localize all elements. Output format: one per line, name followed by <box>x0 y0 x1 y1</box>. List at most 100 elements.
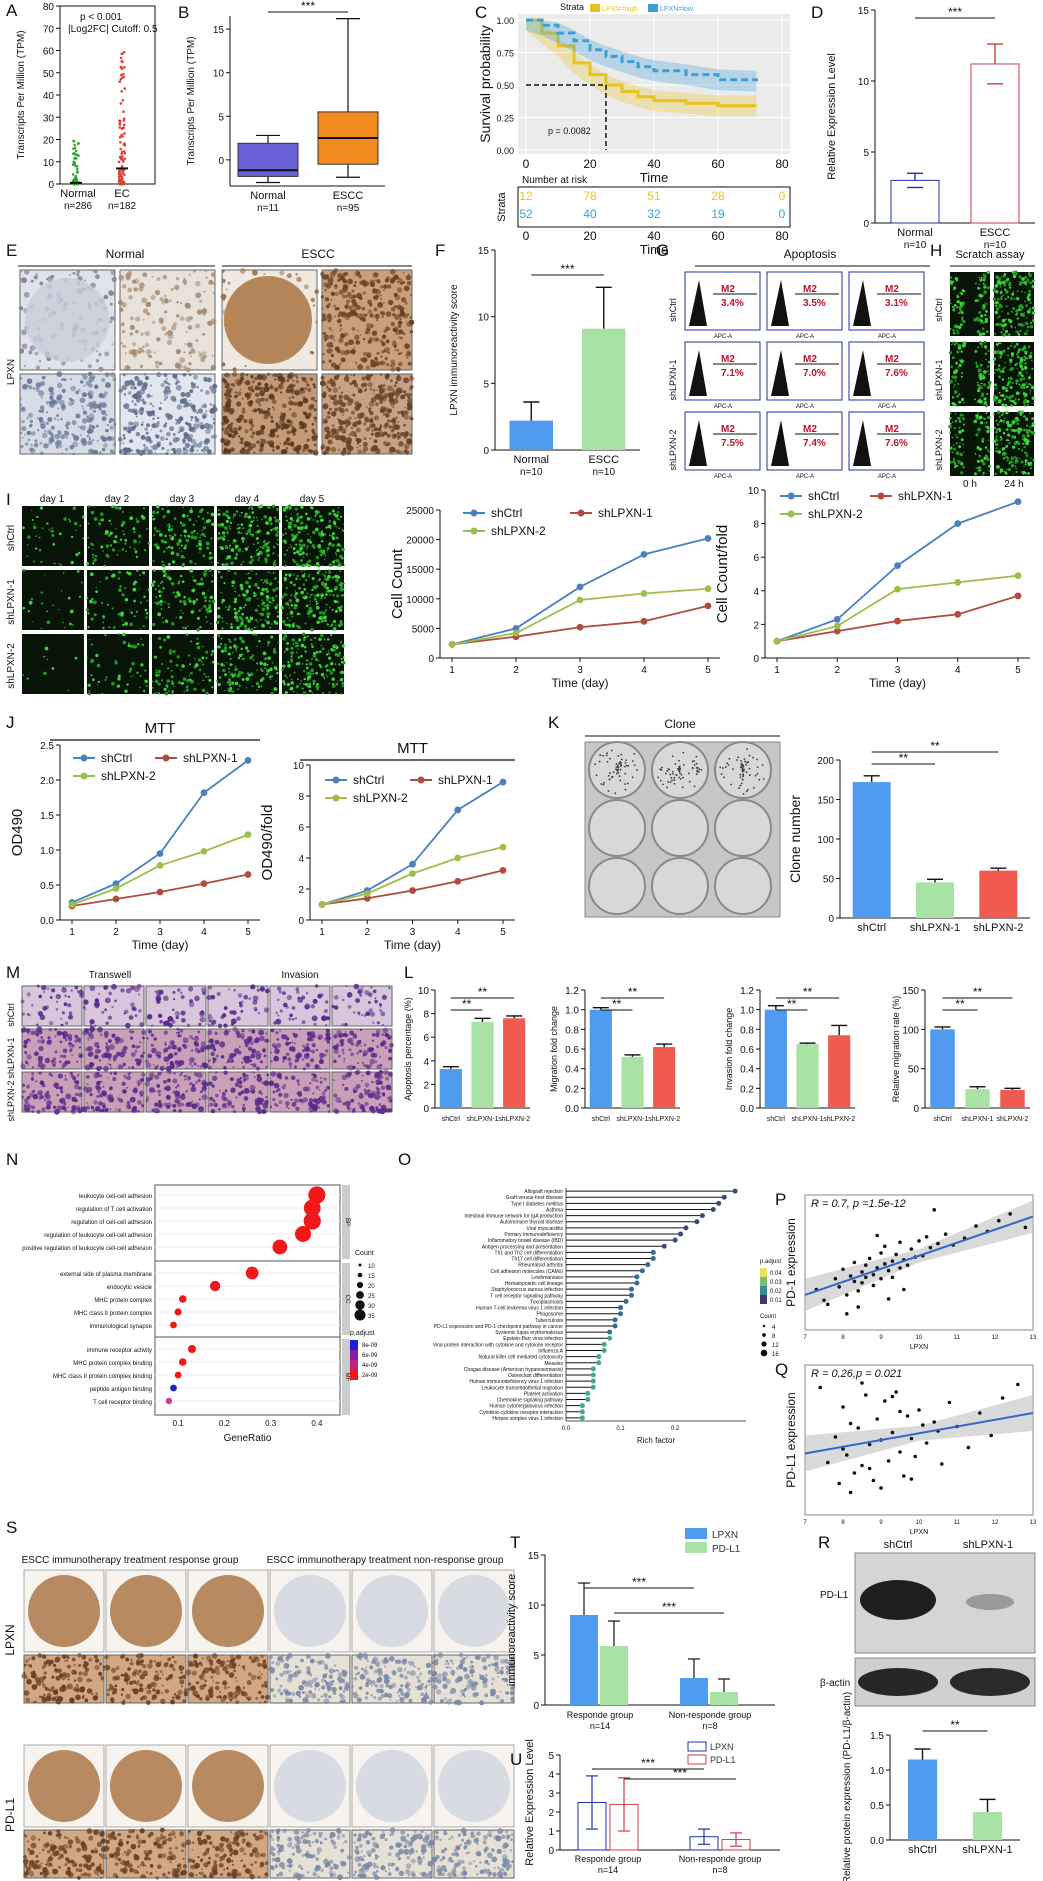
fluorescent-cell <box>237 688 240 691</box>
fluorescent-cell <box>211 599 216 604</box>
fluorescent-cell <box>325 571 327 573</box>
fluorescent-cell <box>323 574 327 578</box>
cell-nucleus <box>193 270 196 273</box>
fluorescent-cell <box>333 627 337 631</box>
fluorescent-cell <box>183 556 185 559</box>
fluorescent-cell <box>295 598 300 603</box>
cell-nucleus <box>142 345 145 348</box>
fluorescent-cell <box>305 563 307 565</box>
fluorescent-cell <box>188 675 190 677</box>
cell-nucleus <box>293 401 298 406</box>
fluorescent-cell <box>171 525 173 527</box>
fluorescent-cell <box>1008 442 1011 444</box>
data-point <box>512 629 520 637</box>
cell-nucleus <box>363 422 367 426</box>
fluorescent-cell <box>256 524 259 527</box>
fluorescent-cell <box>1024 321 1027 324</box>
fluorescent-cell <box>51 667 55 670</box>
cell-nucleus <box>121 329 126 334</box>
cell-nucleus <box>159 297 164 302</box>
fluorescent-cell <box>311 588 314 592</box>
cell-nucleus <box>121 284 127 289</box>
fluorescent-cell <box>204 535 206 538</box>
fluorescent-cell <box>1005 389 1008 392</box>
clone-colony <box>691 766 694 769</box>
fluorescent-cell <box>987 370 990 373</box>
row-label: shLPXN-1 <box>668 359 678 400</box>
cell-nucleus <box>367 309 373 315</box>
fluorescent-cell <box>324 555 327 557</box>
cell-nucleus <box>350 410 355 415</box>
cell-nucleus <box>386 385 393 392</box>
data-point <box>118 181 121 185</box>
fluorescent-cell <box>310 643 313 646</box>
fluorescent-cell <box>155 671 158 674</box>
cell-nucleus <box>188 403 193 407</box>
cell-nucleus <box>89 406 94 411</box>
fluorescent-cell <box>1029 374 1032 376</box>
cell-nucleus <box>379 424 382 427</box>
cell-nucleus <box>28 424 32 428</box>
cell-nucleus <box>165 437 168 441</box>
fluorescent-cell <box>952 457 955 460</box>
cell-nucleus <box>360 313 366 320</box>
clone-colony <box>620 758 623 761</box>
cell-nucleus <box>258 403 262 407</box>
cell-nucleus <box>196 449 199 452</box>
fluorescent-cell <box>1004 403 1008 408</box>
fluorescent-cell <box>170 669 173 672</box>
cell-nucleus <box>404 431 409 436</box>
x-tick-label: EC <box>114 188 129 200</box>
fluorescent-cell <box>181 664 185 668</box>
cell-nucleus <box>270 415 274 419</box>
fluorescent-cell <box>27 609 30 613</box>
fluorescent-cell <box>85 608 89 612</box>
fluorescent-cell <box>314 594 317 598</box>
fluorescent-cell <box>135 555 139 559</box>
legend-label: LPXN=high <box>602 6 638 13</box>
cell-nucleus <box>266 372 271 376</box>
fluorescent-cell <box>1019 323 1024 327</box>
fluorescent-cell <box>126 683 129 686</box>
fluorescent-cell <box>978 372 981 375</box>
fluorescent-cell <box>949 276 953 279</box>
fluorescent-cell <box>339 620 343 623</box>
fluorescent-cell <box>207 589 209 592</box>
fluorescent-cell <box>171 690 174 693</box>
fluorescent-cell <box>193 529 196 533</box>
fluorescent-cell <box>1028 307 1032 311</box>
fluorescent-cell <box>298 539 302 543</box>
cell-nucleus <box>127 408 132 412</box>
fluorescent-cell <box>1014 326 1017 329</box>
fluorescent-cell <box>1031 272 1033 274</box>
panel-title: Apoptosis <box>784 247 837 261</box>
fluorescent-cell <box>221 563 224 566</box>
cell-nucleus <box>403 435 408 439</box>
cell-nucleus <box>338 337 344 344</box>
cutoff-annotation: |Log2FC| Cutoff: 0.5 <box>68 24 158 35</box>
fluorescent-cell <box>1030 385 1035 390</box>
fluorescent-cell <box>151 686 154 689</box>
cell-nucleus <box>38 390 45 397</box>
cell-nucleus <box>376 351 380 355</box>
cell-nucleus <box>386 363 390 367</box>
cell-nucleus <box>163 373 168 378</box>
fluorescent-cell <box>294 507 298 511</box>
fluorescent-cell <box>240 587 244 591</box>
cell-nucleus <box>63 378 67 382</box>
fluorescent-cell <box>256 626 258 628</box>
fluorescent-cell <box>107 533 111 537</box>
fluorescent-cell <box>293 574 295 577</box>
cell-nucleus <box>239 449 245 455</box>
fluorescent-cell <box>221 531 226 535</box>
clone-colony <box>745 763 747 766</box>
cell-nucleus <box>222 448 229 455</box>
fluorescent-cell <box>1010 352 1015 356</box>
cell-nucleus <box>196 309 203 315</box>
risk-count: 28 <box>711 189 725 203</box>
fluorescent-cell <box>117 541 119 543</box>
gate-percentage: 3.4% <box>721 298 744 309</box>
cell-nucleus <box>347 292 352 297</box>
fluorescent-cell <box>159 599 163 604</box>
cell-nucleus <box>313 408 317 412</box>
